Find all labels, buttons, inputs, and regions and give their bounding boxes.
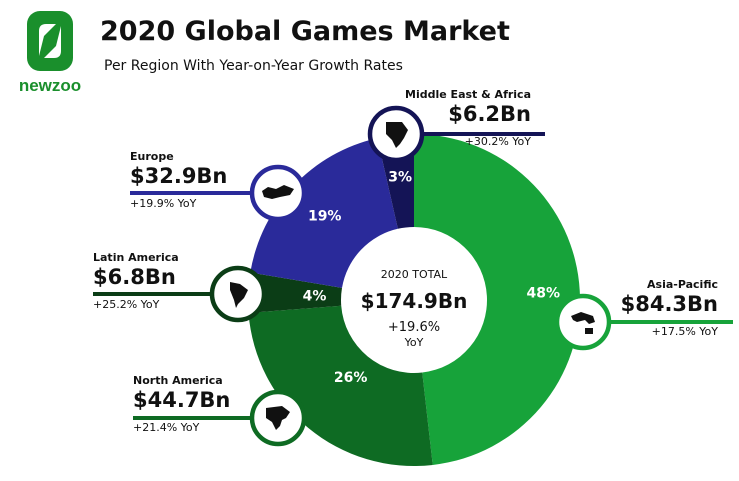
asia-pacific-map-icon <box>571 312 595 334</box>
region-yoy: +25.2% YoY <box>93 298 160 311</box>
label-north-america: North America $44.7Bn +21.4% YoY <box>133 374 230 434</box>
europe-map-icon <box>262 185 294 199</box>
region-revenue: $44.7Bn <box>133 388 231 412</box>
region-badge-north-america <box>133 389 307 447</box>
region-revenue: $84.3Bn <box>620 292 718 316</box>
percent-label-latin-america: 4% <box>303 289 327 305</box>
total-growth: +19.6% <box>388 320 440 335</box>
newzoo-logo-icon <box>27 11 73 71</box>
region-name: North America <box>133 374 223 387</box>
region-name: Asia-Pacific <box>647 278 718 291</box>
label-middle-east-africa: Middle East & Africa $6.2Bn +30.2% YoY <box>405 88 531 148</box>
total-growth-unit: YoY <box>404 336 424 349</box>
region-revenue: $6.8Bn <box>93 265 176 289</box>
region-badge-middle-east-africa <box>367 105 545 163</box>
region-yoy: +19.9% YoY <box>130 197 197 210</box>
label-asia-pacific: Asia-Pacific $84.3Bn +17.5% YoY <box>600 278 718 338</box>
total-value: $174.9Bn <box>361 289 468 313</box>
slice-latin-america <box>248 272 343 313</box>
region-name: Europe <box>130 150 174 163</box>
badge-circle <box>554 293 612 351</box>
slice-asia-pacific <box>414 134 580 465</box>
percent-label-asia-pacific: 48% <box>527 286 561 302</box>
logo-wordmark: newzoo <box>18 76 82 95</box>
slice-north-america <box>248 305 433 466</box>
slice-europe <box>250 138 398 288</box>
region-badge-latin-america <box>93 265 267 323</box>
label-latin-america: Latin America $6.8Bn +25.2% YoY <box>93 251 179 311</box>
total-label: 2020 TOTAL <box>381 268 448 281</box>
percent-labels: 48% 26% 4% 19% 3% <box>303 169 560 386</box>
percent-label-europe: 19% <box>308 209 342 225</box>
donut-center <box>342 228 486 372</box>
region-revenue: $32.9Bn <box>130 164 228 188</box>
percent-label-middle-east-africa: 3% <box>388 169 412 185</box>
page-subtitle: Per Region With Year-on-Year Growth Rate… <box>104 58 403 74</box>
region-yoy: +21.4% YoY <box>133 421 200 434</box>
region-badge-asia-pacific <box>554 293 733 351</box>
region-yoy: +17.5% YoY <box>651 325 718 338</box>
region-name: Middle East & Africa <box>405 88 531 101</box>
north-america-map-icon <box>266 406 290 430</box>
newzoo-logo: newzoo <box>10 6 90 96</box>
label-europe: Europe $32.9Bn +19.9% YoY <box>130 150 227 210</box>
region-yoy: +30.2% YoY <box>464 135 531 148</box>
donut-slices <box>248 134 580 466</box>
region-badge-europe <box>130 164 307 222</box>
percent-label-north-america: 26% <box>334 370 368 386</box>
latin-america-map-icon <box>230 282 248 308</box>
region-name: Latin America <box>93 251 179 264</box>
middle-east-africa-map-icon <box>386 122 408 148</box>
center-total: 2020 TOTAL $174.9Bn +19.6%YoY <box>361 268 468 349</box>
page-title: 2020 Global Games Market <box>100 16 510 47</box>
region-revenue: $6.2Bn <box>448 102 531 126</box>
